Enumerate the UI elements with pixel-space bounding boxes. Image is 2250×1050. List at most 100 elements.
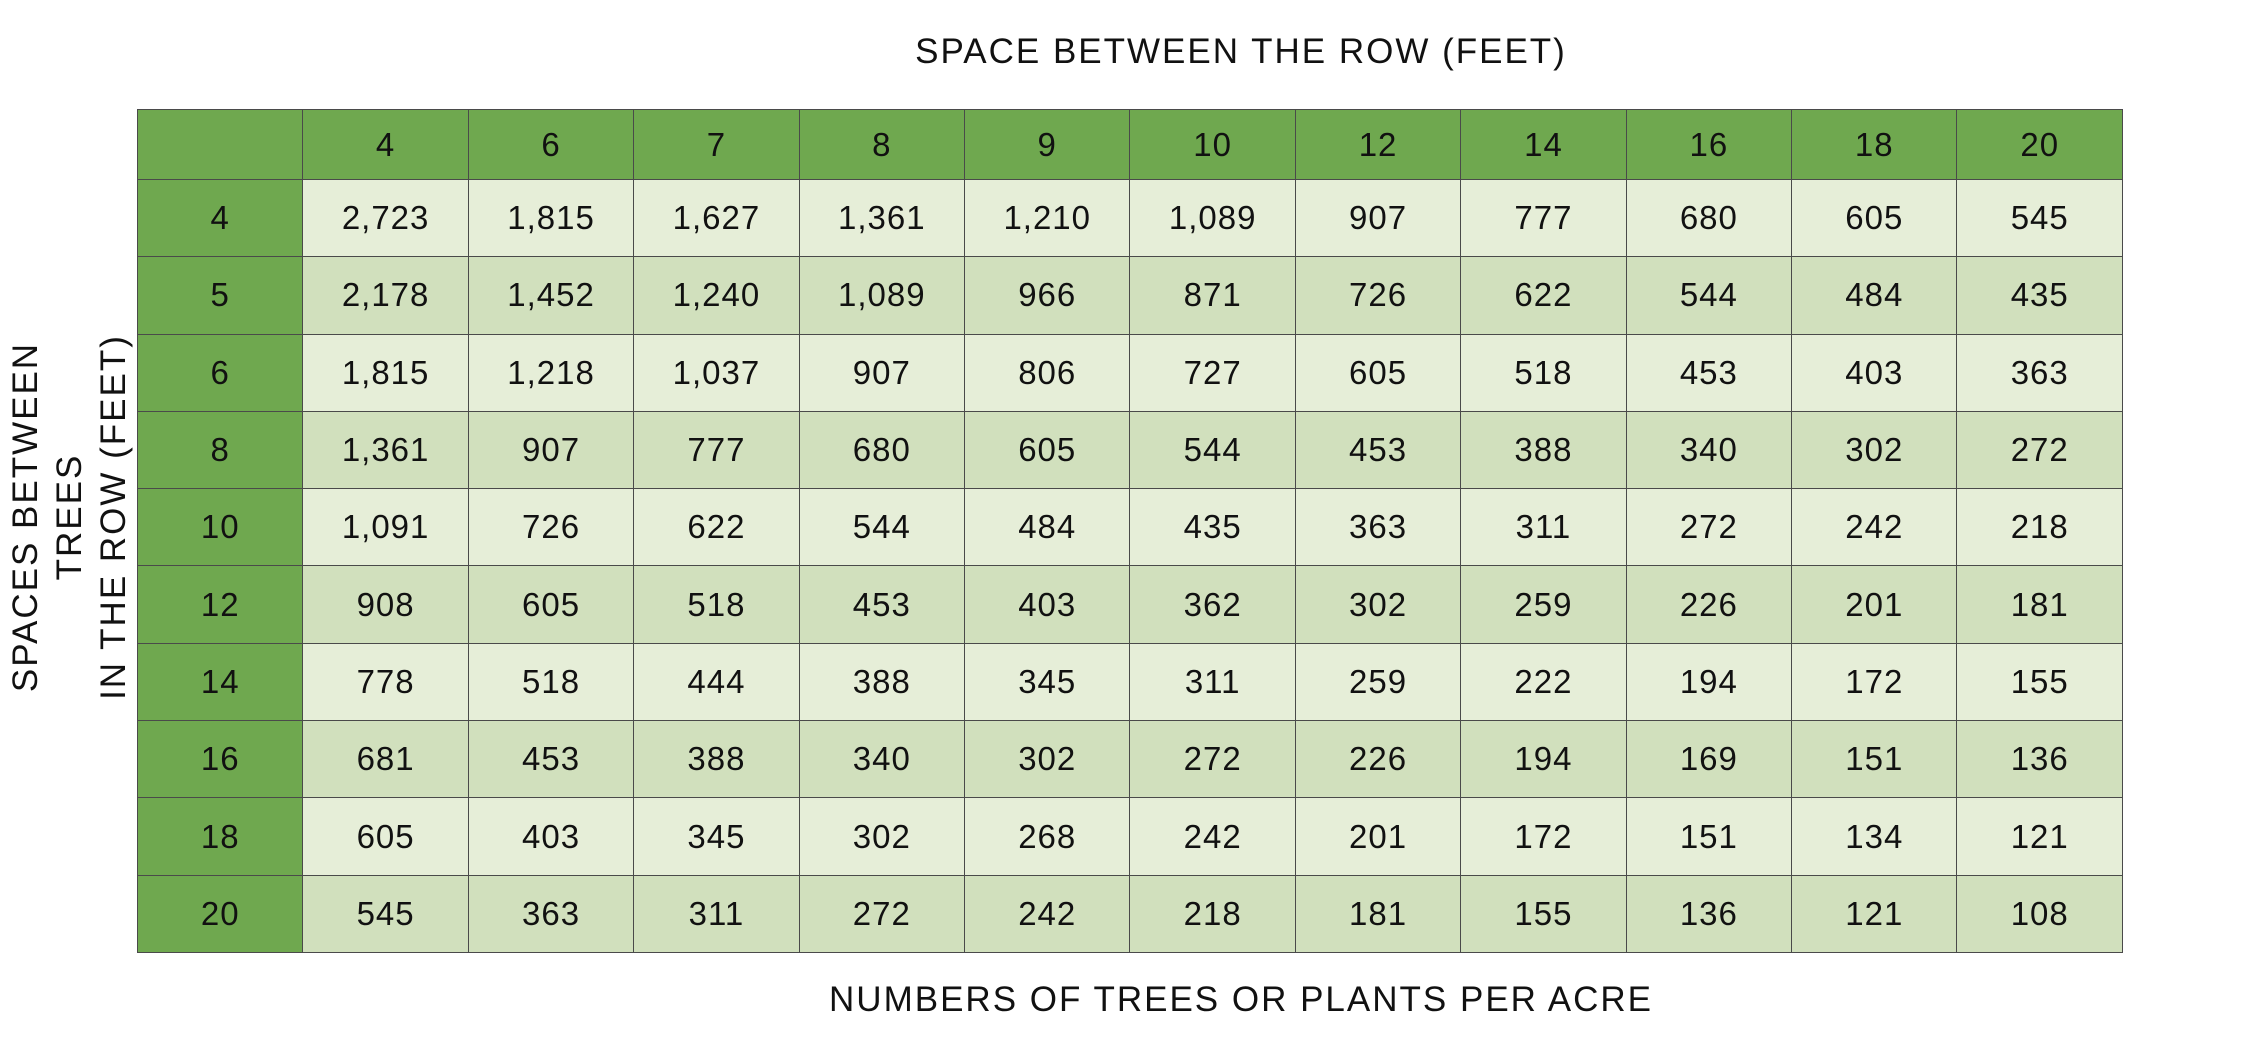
table-header-row: 4 6 7 8 9 10 12 14 16 18 20 xyxy=(136,109,2123,180)
table-cell: 1,091 xyxy=(302,488,469,567)
table-cell: 1,361 xyxy=(798,178,966,258)
row-header-cell: 4 xyxy=(136,178,304,258)
table-cell: 1,089 xyxy=(1129,178,1296,258)
table-cell: 453 xyxy=(798,565,966,644)
table-row: 8 1,361 907 777 680 605 544 453 388 340 302 272 xyxy=(136,410,2123,490)
row-header-cell: 18 xyxy=(136,797,304,876)
table-cell: 362 xyxy=(1129,565,1296,644)
table-cell: 311 xyxy=(1129,642,1296,722)
column-header-cell: 20 xyxy=(1956,109,2123,180)
table-cell: 545 xyxy=(302,874,469,953)
table-cell: 218 xyxy=(1129,874,1296,953)
table-cell: 622 xyxy=(633,488,800,567)
table-corner-cell xyxy=(136,109,304,180)
table-cell: 121 xyxy=(1791,874,1958,953)
row-axis-title-line-1: SPACES BETWEEN TREES xyxy=(6,341,89,693)
table-cell: 777 xyxy=(633,410,800,490)
table-cell: 444 xyxy=(633,642,800,722)
table-cell: 453 xyxy=(1294,410,1462,490)
table-cell: 907 xyxy=(467,410,635,490)
table-cell: 226 xyxy=(1294,720,1462,799)
table-cell: 268 xyxy=(964,797,1131,876)
spacing-table: 4 6 7 8 9 10 12 14 16 18 20 4 2,723 1,815 1,627 1,361 1… xyxy=(136,109,2123,953)
row-header-cell: 8 xyxy=(136,410,304,490)
table-cell: 226 xyxy=(1625,565,1793,644)
table-cell: 302 xyxy=(964,720,1131,799)
table-cell: 435 xyxy=(1129,488,1296,567)
table-cell: 605 xyxy=(1294,333,1462,412)
table-cell: 518 xyxy=(1460,333,1627,412)
table-cell: 907 xyxy=(1294,178,1462,258)
table-cell: 681 xyxy=(302,720,469,799)
table-cell: 340 xyxy=(798,720,966,799)
table-cell: 484 xyxy=(1791,256,1958,335)
table-cell: 605 xyxy=(302,797,469,876)
table-cell: 680 xyxy=(1625,178,1793,258)
table-cell: 151 xyxy=(1791,720,1958,799)
table-cell: 136 xyxy=(1625,874,1793,953)
table-cell: 1,361 xyxy=(302,410,469,490)
table-cell: 272 xyxy=(798,874,966,953)
table-cell: 108 xyxy=(1956,874,2123,953)
table-cell: 403 xyxy=(964,565,1131,644)
spacing-table-container: 4 6 7 8 9 10 12 14 16 18 20 4 2,723 1,815 1,627 1,361 1… xyxy=(136,109,2123,953)
table-cell: 1,452 xyxy=(467,256,635,335)
table-cell: 727 xyxy=(1129,333,1296,412)
row-axis-title: SPACES BETWEEN TREES IN THE ROW (FEET) xyxy=(4,287,136,747)
table-row: 18 605 403 345 302 268 242 201 172 151 134 121 xyxy=(136,797,2123,876)
table-cell: 194 xyxy=(1460,720,1627,799)
table-cell: 169 xyxy=(1625,720,1793,799)
row-header-cell: 20 xyxy=(136,874,304,953)
table-cell: 544 xyxy=(798,488,966,567)
row-header-cell: 14 xyxy=(136,642,304,722)
table-cell: 871 xyxy=(1129,256,1296,335)
table-cell: 345 xyxy=(964,642,1131,722)
table-cell: 435 xyxy=(1956,256,2123,335)
row-header-cell: 6 xyxy=(136,333,304,412)
table-cell: 908 xyxy=(302,565,469,644)
table-cell: 544 xyxy=(1129,410,1296,490)
table-row: 6 1,815 1,218 1,037 907 806 727 605 518 453 403 363 xyxy=(136,333,2123,412)
table-cell: 134 xyxy=(1791,797,1958,876)
table-cell: 363 xyxy=(1294,488,1462,567)
column-header-cell: 16 xyxy=(1625,109,1793,180)
column-header-cell: 18 xyxy=(1791,109,1958,180)
table-cell: 1,815 xyxy=(302,333,469,412)
table-cell: 172 xyxy=(1791,642,1958,722)
column-axis-title: SPACE BETWEEN THE ROW (FEET) xyxy=(915,32,1567,71)
table-cell: 622 xyxy=(1460,256,1627,335)
table-cell: 544 xyxy=(1625,256,1793,335)
table-cell: 151 xyxy=(1625,797,1793,876)
table-cell: 345 xyxy=(633,797,800,876)
table-row: 12 908 605 518 453 403 362 302 259 226 201 181 xyxy=(136,565,2123,644)
table-cell: 242 xyxy=(1791,488,1958,567)
table-cell: 121 xyxy=(1956,797,2123,876)
footer-title: NUMBERS OF TREES OR PLANTS PER ACRE xyxy=(829,980,1653,1019)
table-cell: 201 xyxy=(1791,565,1958,644)
column-header-cell: 8 xyxy=(798,109,966,180)
table-cell: 340 xyxy=(1625,410,1793,490)
table-cell: 1,037 xyxy=(633,333,800,412)
table-body: 4 2,723 1,815 1,627 1,361 1,210 1,089 907 777 680… xyxy=(136,178,2123,953)
table-cell: 181 xyxy=(1956,565,2123,644)
table-cell: 363 xyxy=(1956,333,2123,412)
table-cell: 302 xyxy=(1294,565,1462,644)
table-cell: 311 xyxy=(633,874,800,953)
table-cell: 302 xyxy=(1791,410,1958,490)
table-cell: 1,210 xyxy=(964,178,1131,258)
column-header-cell: 7 xyxy=(633,109,800,180)
table-cell: 777 xyxy=(1460,178,1627,258)
table-cell: 778 xyxy=(302,642,469,722)
table-cell: 388 xyxy=(633,720,800,799)
table-cell: 155 xyxy=(1956,642,2123,722)
table-cell: 605 xyxy=(467,565,635,644)
row-header-cell: 5 xyxy=(136,256,304,335)
table-cell: 181 xyxy=(1294,874,1462,953)
table-cell: 484 xyxy=(964,488,1131,567)
table-cell: 155 xyxy=(1460,874,1627,953)
table-cell: 605 xyxy=(1791,178,1958,258)
table-cell: 403 xyxy=(1791,333,1958,412)
table-row: 5 2,178 1,452 1,240 1,089 966 871 726 622 544 484 4… xyxy=(136,256,2123,335)
row-header-cell: 16 xyxy=(136,720,304,799)
table-cell: 218 xyxy=(1956,488,2123,567)
